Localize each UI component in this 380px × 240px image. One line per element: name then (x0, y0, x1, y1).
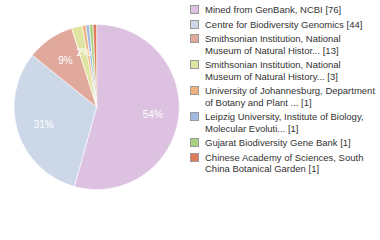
svg-text:31%: 31% (34, 119, 54, 130)
svg-text:2%: 2% (76, 47, 91, 58)
html-text:University of Johannesburg, De: University of Johannesburg, Department o… (205, 85, 375, 108)
html-text:Gujarat Biodiversity Gene Bank: Gujarat Biodiversity Gene Bank [1] (205, 137, 351, 148)
svg-text:9%: 9% (58, 55, 73, 66)
html-text:Smithsonian Institution, Natio: Smithsonian Institution, National Museum… (205, 59, 341, 82)
html-text:Mined from GenBank, NCBI [76]: Mined from GenBank, NCBI [76] (205, 4, 342, 15)
html-text:Leipzig University, Institute: Leipzig University, Institute of Biology… (205, 111, 364, 134)
html-text:Chinese Academy of Sciences, S: Chinese Academy of Sciences, South China… (205, 151, 364, 174)
html-text:Centre for Biodiversity Genomi: Centre for Biodiversity Genomics [44] (205, 18, 363, 30)
html-text:Smithsonian Institution, Natio: Smithsonian Institution, National Museum… (205, 33, 341, 56)
svg-text:54%: 54% (143, 109, 163, 120)
